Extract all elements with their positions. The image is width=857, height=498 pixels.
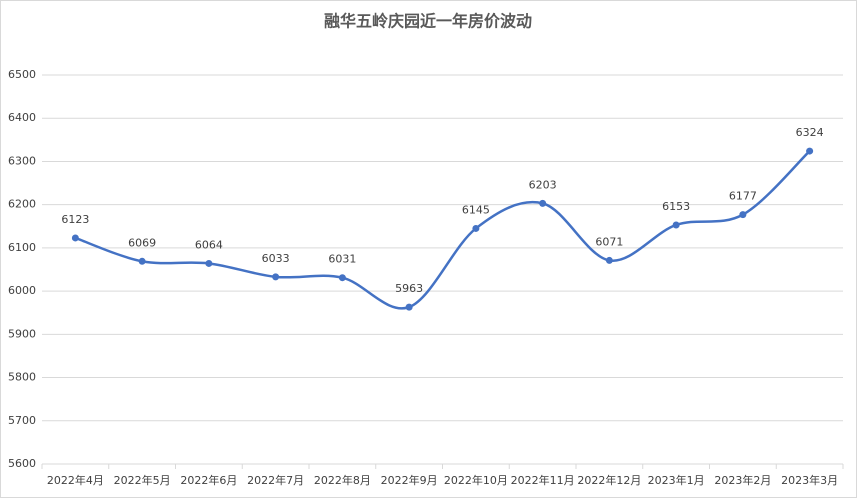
point <box>472 224 480 232</box>
x-tick-label: 2023年2月 <box>714 473 771 487</box>
point <box>672 221 680 229</box>
data-label: 6064 <box>195 238 223 251</box>
data-label: 6324 <box>796 126 824 139</box>
y-tick-label: 5900 <box>8 327 36 340</box>
y-tick-label: 6200 <box>8 198 36 211</box>
data-label: 6123 <box>61 213 89 226</box>
data-label: 6145 <box>462 203 490 216</box>
data-label: 6033 <box>262 252 290 265</box>
point <box>405 303 413 311</box>
point <box>338 274 346 282</box>
x-tick-label: 2022年6月 <box>180 473 237 487</box>
y-tick-label: 6100 <box>8 241 36 254</box>
x-tick-label: 2023年1月 <box>648 473 705 487</box>
data-label: 6069 <box>128 236 156 249</box>
point <box>138 257 146 265</box>
x-tick-label: 2022年7月 <box>247 473 304 487</box>
data-label: 6177 <box>729 190 757 203</box>
point <box>205 259 213 267</box>
point <box>739 211 747 219</box>
y-tick-label: 5600 <box>8 457 36 470</box>
x-tick-label: 2022年9月 <box>381 473 438 487</box>
y-tick-label: 6500 <box>8 68 36 81</box>
x-tick-label: 2022年8月 <box>314 473 371 487</box>
data-label: 6203 <box>529 178 557 191</box>
point <box>539 199 547 207</box>
chart-title: 融华五岭庆园近一年房价波动 <box>324 12 532 31</box>
data-label: 5963 <box>395 282 423 295</box>
x-tick-label: 2022年5月 <box>114 473 171 487</box>
y-tick-label: 5700 <box>8 414 36 427</box>
y-tick-label: 6300 <box>8 154 36 167</box>
x-tick-label: 2022年12月 <box>577 473 641 487</box>
x-tick-label: 2022年10月 <box>444 473 508 487</box>
data-label: 6153 <box>662 200 690 213</box>
point <box>605 256 613 264</box>
x-tick-label: 2023年3月 <box>781 473 838 487</box>
point <box>272 273 280 281</box>
y-tick-label: 6400 <box>8 111 36 124</box>
x-tick-label: 2022年11月 <box>511 473 575 487</box>
data-label: 6031 <box>328 253 356 266</box>
y-tick-label: 5800 <box>8 371 36 384</box>
data-label: 6071 <box>595 235 623 248</box>
point <box>806 147 814 155</box>
y-tick-label: 6000 <box>8 284 36 297</box>
x-tick-label: 2022年4月 <box>47 473 104 487</box>
point <box>71 234 79 242</box>
